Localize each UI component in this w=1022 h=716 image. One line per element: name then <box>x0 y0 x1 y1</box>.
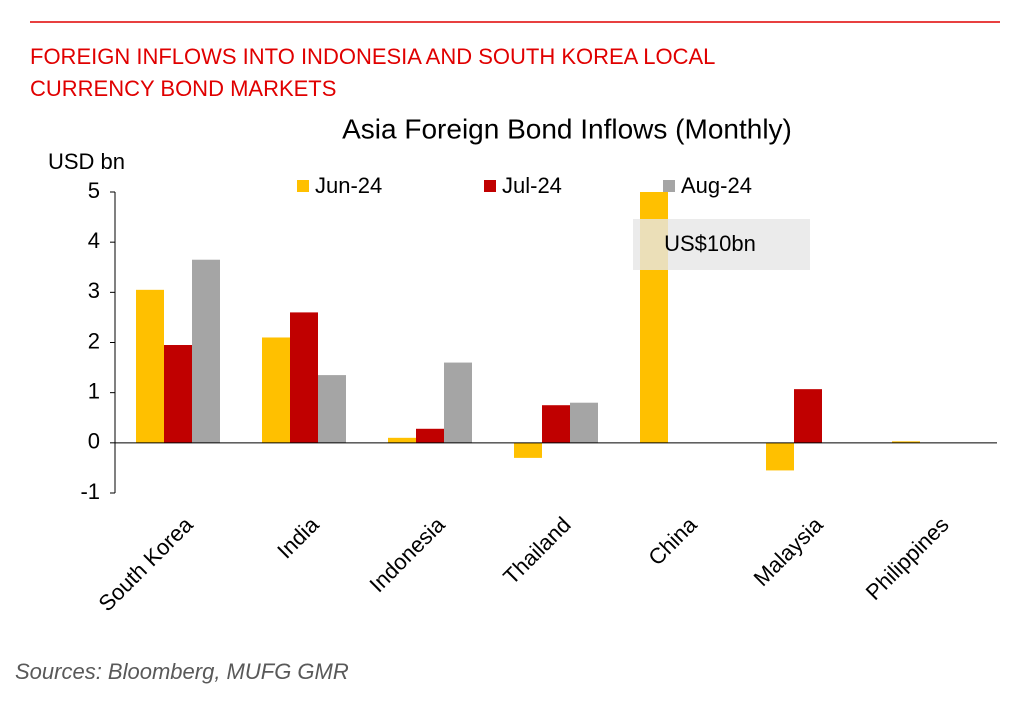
chart-title: Asia Foreign Bond Inflows (Monthly) <box>342 113 792 144</box>
bar <box>290 312 318 443</box>
legend-label: Aug-24 <box>681 173 752 198</box>
bar <box>766 442 794 471</box>
annotation-box <box>633 219 810 270</box>
y-tick-label: -1 <box>80 479 100 504</box>
header-line: CURRENCY BOND MARKETS <box>30 76 336 101</box>
x-tick-label: Thailand <box>498 512 575 589</box>
bar <box>794 389 822 443</box>
x-tick-label: Philippines <box>861 512 954 605</box>
bar <box>416 428 444 443</box>
y-tick-label: 4 <box>88 228 100 253</box>
legend-swatch <box>297 180 309 192</box>
y-tick-label: 2 <box>88 328 100 353</box>
y-axis-label: USD bn <box>48 149 125 174</box>
bar <box>892 441 920 443</box>
y-tick-label: 0 <box>88 429 100 454</box>
bar <box>136 289 164 443</box>
y-tick-label: 3 <box>88 278 100 303</box>
header-line: FOREIGN INFLOWS INTO INDONESIA AND SOUTH… <box>30 44 715 69</box>
annotation: US$10bn <box>664 231 756 256</box>
legend-swatch <box>663 180 675 192</box>
x-tick-label: India <box>272 511 324 563</box>
bar <box>318 375 346 443</box>
legend-label: Jul-24 <box>502 173 562 198</box>
y-tick-label: 5 <box>88 178 100 203</box>
x-tick-label: Indonesia <box>364 511 450 597</box>
bar <box>262 337 290 443</box>
x-tick-label: Malaysia <box>749 511 829 591</box>
source: Sources: Bloomberg, MUFG GMR <box>15 659 349 684</box>
y-tick-label: 1 <box>88 378 100 403</box>
x-tick-label: China <box>643 511 702 570</box>
legend-swatch <box>484 180 496 192</box>
bar <box>388 437 416 443</box>
bar <box>164 345 192 443</box>
bar <box>192 259 220 443</box>
x-tick-label: South Korea <box>93 511 198 616</box>
bar <box>444 362 472 443</box>
bar <box>542 405 570 443</box>
bar <box>570 402 598 443</box>
bar <box>514 442 542 458</box>
legend-label: Jun-24 <box>315 173 382 198</box>
